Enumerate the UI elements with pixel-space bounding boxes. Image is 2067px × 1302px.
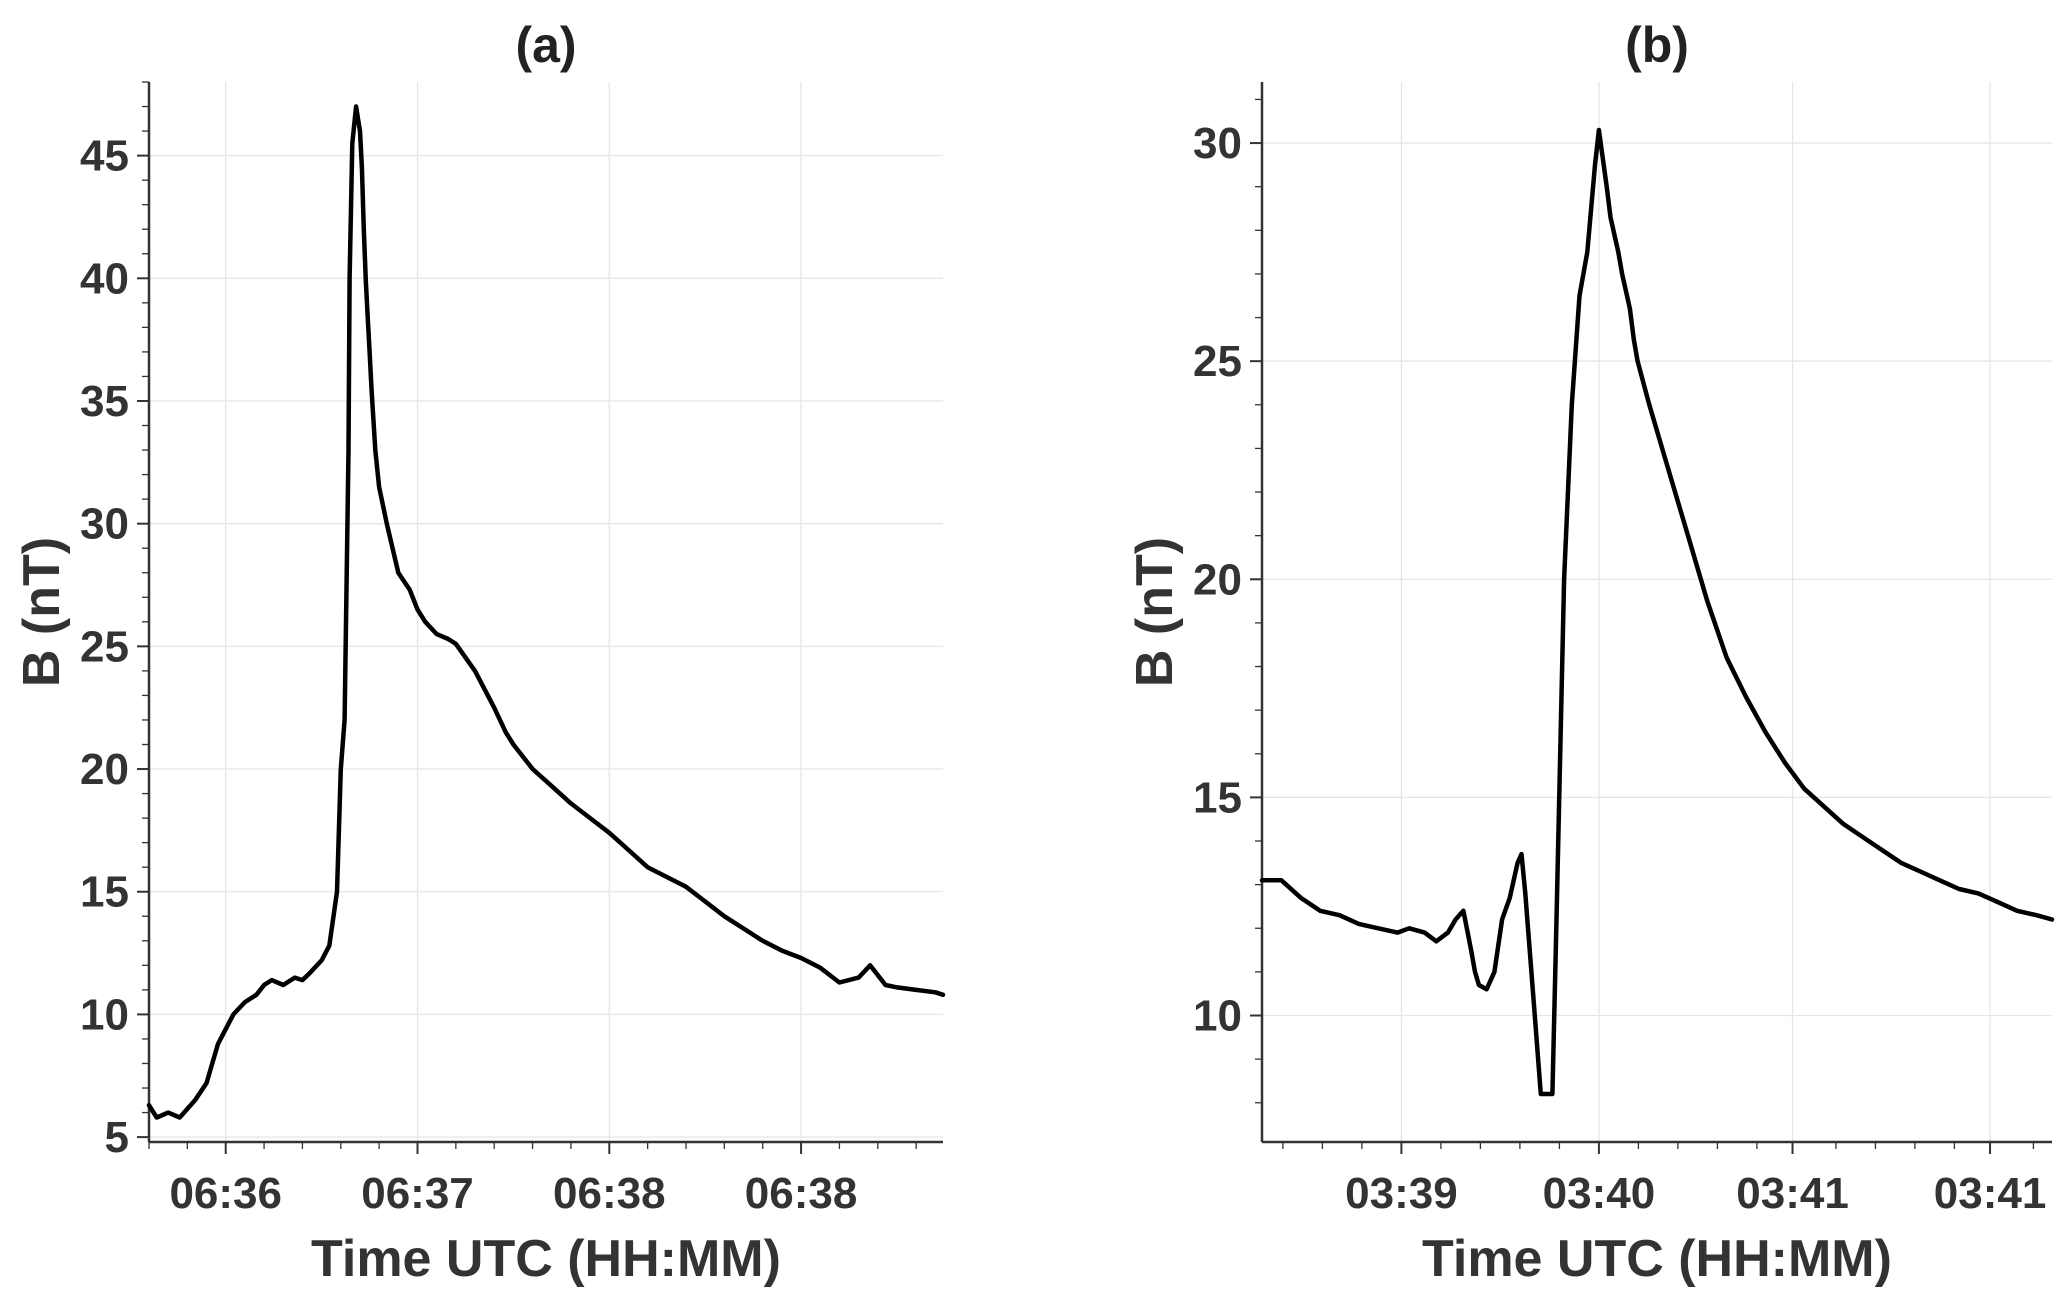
panel-b-grid <box>1262 82 2052 1142</box>
panel-b-y-ticks: 10 15 20 25 30 <box>1193 119 1262 1040</box>
panel-b-x-tick-label-1: 03:40 <box>1543 1169 1656 1218</box>
panel-a-y-tick-label-35: 35 <box>80 377 129 426</box>
panel-b-x-tick-label-3: 03:41 <box>1934 1169 2047 1218</box>
panel-b-x-tick-label-2: 03:41 <box>1736 1169 1849 1218</box>
panel-b-y-tick-label-25: 25 <box>1193 337 1242 386</box>
panel-a-title: (a) <box>515 17 576 73</box>
panel-a-y-ticks: 5 10 15 20 25 30 35 40 45 <box>80 132 149 1162</box>
panel-b-title: (b) <box>1625 17 1689 73</box>
panel-b: 03:39 03:40 03:41 03:41 10 15 20 25 30 (b) Time… <box>1126 17 2055 1288</box>
panel-a-y-tick-label-10: 10 <box>80 990 129 1039</box>
panel-b-y-tick-label-15: 15 <box>1193 773 1242 822</box>
panel-a-y-axis-label: B (nT) <box>13 537 71 687</box>
panel-a-y-tick-label-5: 5 <box>105 1113 129 1162</box>
panel-a-x-tick-label-3: 06:38 <box>745 1169 858 1218</box>
panel-a-series-line <box>146 104 946 1120</box>
panel-a-grid <box>149 82 943 1142</box>
panel-a-minor-ticks <box>142 81 917 1149</box>
panel-b-y-tick-label-10: 10 <box>1193 991 1242 1040</box>
panel-b-y-tick-label-20: 20 <box>1193 555 1242 604</box>
panel-b-x-ticks: 03:39 03:40 03:41 03:41 <box>1345 1142 2046 1218</box>
panel-a-y-tick-label-45: 45 <box>80 132 129 181</box>
panel-a-x-axis-label: Time UTC (HH:MM) <box>311 1230 781 1288</box>
panel-a-y-tick-label-15: 15 <box>80 868 129 917</box>
panel-a: 06:36 06:37 06:38 06:38 5 10 15 20 25 30 35 40 45 (… <box>13 17 946 1288</box>
panel-b-y-axis-label: B (nT) <box>1126 537 1184 687</box>
panel-b-x-tick-label-0: 03:39 <box>1345 1169 1458 1218</box>
panel-b-y-tick-label-30: 30 <box>1193 119 1242 168</box>
panel-b-x-axis-label: Time UTC (HH:MM) <box>1422 1230 1892 1288</box>
panel-a-x-ticks: 06:36 06:37 06:38 06:38 <box>169 1142 857 1218</box>
panel-a-x-tick-label-2: 06:38 <box>553 1169 666 1218</box>
panel-a-y-tick-label-40: 40 <box>80 254 129 303</box>
panel-a-x-tick-label-1: 06:37 <box>361 1169 474 1218</box>
panel-a-y-tick-label-20: 20 <box>80 745 129 794</box>
panel-b-minor-ticks <box>1255 98 2035 1149</box>
panel-a-x-tick-label-0: 06:36 <box>169 1169 282 1218</box>
panel-b-series-line <box>1259 127 2055 1097</box>
panel-a-y-tick-label-30: 30 <box>80 500 129 549</box>
panel-a-y-tick-label-25: 25 <box>80 622 129 671</box>
